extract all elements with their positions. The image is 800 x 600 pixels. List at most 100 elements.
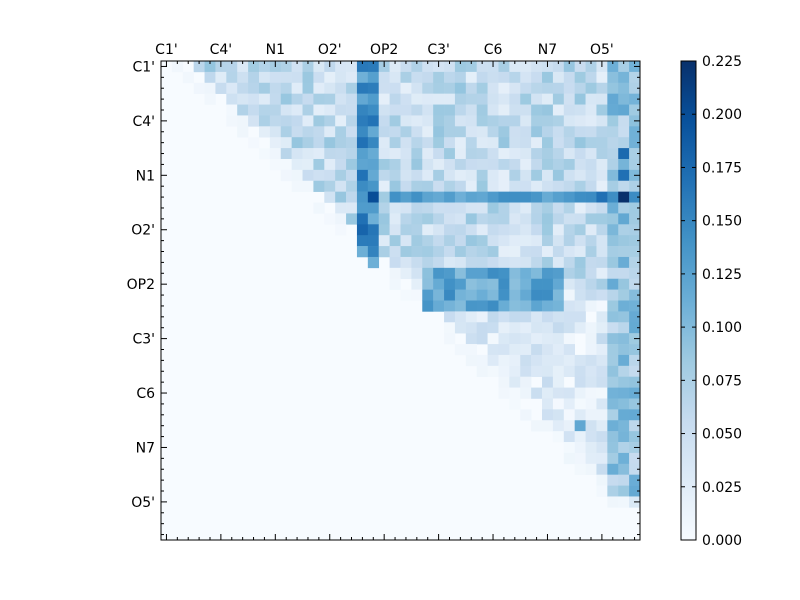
heatmap-cell: [454, 322, 467, 334]
heatmap-cell: [596, 202, 608, 214]
heatmap-cell: [444, 289, 456, 301]
heatmap-cell: [520, 256, 532, 269]
heatmap-cell: [585, 398, 597, 410]
heatmap-cell: [324, 71, 336, 84]
heatmap-cell: [585, 61, 597, 73]
heatmap-cell: [487, 126, 499, 138]
heatmap-cell: [542, 376, 554, 388]
heatmap-cell: [563, 93, 575, 105]
heatmap-cell: [346, 137, 358, 149]
heatmap-cell: [607, 213, 619, 225]
heatmap-cell: [607, 387, 619, 399]
heatmap-cell: [444, 246, 456, 258]
heatmap-cell: [520, 267, 532, 280]
heatmap-cell: [552, 104, 565, 116]
heatmap-cell: [629, 365, 641, 378]
heatmap-cell: [618, 93, 630, 105]
heatmap-cell: [465, 224, 478, 236]
heatmap-cell: [367, 82, 380, 94]
heatmap-cell: [498, 93, 510, 105]
heatmap-cell: [498, 300, 510, 312]
heatmap-cell: [291, 126, 303, 138]
heatmap-cell: [542, 365, 554, 378]
heatmap-cell: [618, 61, 630, 73]
heatmap-cell: [563, 289, 575, 301]
heatmap-cell: [542, 148, 554, 160]
heatmap-cell: [487, 169, 499, 182]
heatmap-cell: [378, 169, 390, 182]
heatmap-cell: [509, 213, 521, 225]
heatmap-cell: [444, 256, 456, 269]
heatmap-cell: [509, 376, 521, 388]
heatmap-cell: [542, 398, 554, 410]
heatmap-cell: [400, 267, 412, 280]
heatmap-cell: [454, 224, 467, 236]
heatmap-cell: [193, 82, 205, 94]
x-tick-label: N1: [266, 42, 285, 58]
heatmap-cell: [498, 267, 510, 280]
heatmap-cell: [324, 180, 336, 192]
y-tick-label: O5': [131, 495, 155, 511]
heatmap-cell: [563, 169, 575, 182]
heatmap-cell: [356, 202, 369, 214]
heatmap-cell: [574, 104, 586, 116]
heatmap-cell: [465, 322, 478, 334]
heatmap-cell: [487, 104, 499, 116]
heatmap-cell: [520, 148, 532, 160]
heatmap-cell: [509, 322, 521, 334]
heatmap-cell: [629, 344, 641, 356]
heatmap-cell: [629, 322, 641, 334]
heatmap-cell: [618, 191, 630, 203]
heatmap-cell: [454, 93, 467, 105]
heatmap-cell: [411, 267, 423, 280]
heatmap-cell: [422, 169, 434, 182]
heatmap-cell: [574, 213, 586, 225]
heatmap-cell: [585, 354, 597, 367]
axis-ticks: [161, 61, 640, 540]
heatmap-cell: [237, 71, 249, 84]
heatmap-cell: [367, 104, 380, 116]
heatmap-cell: [476, 267, 488, 280]
heatmap-cell: [389, 191, 401, 203]
heatmap-cell: [596, 387, 608, 399]
heatmap-cell: [596, 354, 608, 367]
heatmap-cell: [335, 126, 347, 138]
heatmap-cell: [498, 387, 510, 399]
heatmap-cell: [585, 365, 597, 378]
heatmap-cell: [509, 115, 521, 127]
heatmap-cell: [531, 267, 543, 280]
heatmap-cell: [498, 365, 510, 378]
heatmap-cell: [498, 278, 510, 290]
heatmap-cell: [618, 256, 630, 269]
heatmap-cell: [291, 104, 303, 116]
heatmap-cell: [454, 158, 467, 171]
heatmap-cell: [487, 158, 499, 171]
heatmap-cell: [433, 246, 445, 258]
heatmap-cell: [324, 137, 336, 149]
heatmap-cell: [367, 71, 380, 84]
heatmap-cell: [313, 93, 325, 105]
heatmap-cell: [411, 289, 423, 301]
heatmap-cell: [498, 169, 510, 182]
heatmap-cell: [346, 82, 358, 94]
heatmap-cell: [389, 256, 401, 269]
colorbar-tick-label: 0.075: [702, 373, 742, 389]
heatmap-cell: [552, 409, 565, 421]
heatmap-cell: [509, 398, 521, 410]
heatmap-cell: [454, 148, 467, 160]
heatmap-cell: [389, 158, 401, 171]
heatmap-cell: [389, 169, 401, 182]
heatmap-cell: [476, 322, 488, 334]
heatmap-cell: [346, 158, 358, 171]
heatmap-cell: [498, 213, 510, 225]
heatmap-cell: [476, 82, 488, 94]
heatmap-cell: [542, 104, 554, 116]
heatmap-cell: [302, 71, 314, 84]
heatmap-cell: [411, 235, 423, 247]
heatmap-cell: [552, 267, 565, 280]
heatmap-cell: [356, 82, 369, 94]
heatmap-cell: [563, 82, 575, 94]
heatmap-cell: [465, 191, 478, 203]
heatmap-cell: [607, 93, 619, 105]
